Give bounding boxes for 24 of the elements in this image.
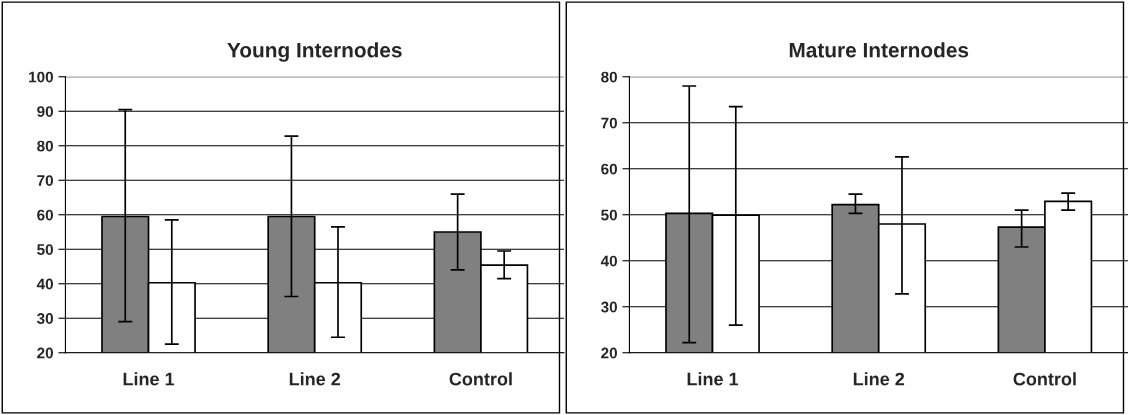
chart-title: Young Internodes bbox=[227, 42, 402, 62]
x-tick-label: Line 1 bbox=[687, 372, 739, 386]
y-tick-label: 100 bbox=[29, 71, 53, 83]
x-tick-label: Line 2 bbox=[853, 372, 905, 386]
y-tick-label: 30 bbox=[36, 313, 53, 324]
y-tick-label: 60 bbox=[601, 163, 617, 175]
y-tick-label: 50 bbox=[601, 209, 617, 221]
x-tick-label: Control bbox=[449, 372, 512, 386]
y-tick-label: 30 bbox=[600, 301, 617, 313]
x-tick-label: Line 2 bbox=[289, 372, 341, 386]
y-tick-label: 70 bbox=[601, 117, 617, 129]
y-tick-label: 20 bbox=[601, 347, 617, 359]
y-tick-label: 90 bbox=[37, 106, 53, 117]
x-tick-label: Line 1 bbox=[123, 372, 175, 386]
y-tick-label: 70 bbox=[37, 175, 53, 186]
y-tick-label: 40 bbox=[36, 278, 53, 290]
y-tick-label: 80 bbox=[37, 140, 53, 152]
y-tick-label: 20 bbox=[37, 347, 53, 359]
chart-title: Mature Internodes bbox=[789, 42, 969, 58]
y-tick-label: 80 bbox=[601, 71, 617, 83]
x-tick-label: Control bbox=[1013, 372, 1076, 386]
y-tick-label: 50 bbox=[37, 244, 53, 255]
y-tick-label: 60 bbox=[37, 209, 53, 221]
y-tick-label: 40 bbox=[600, 255, 617, 267]
